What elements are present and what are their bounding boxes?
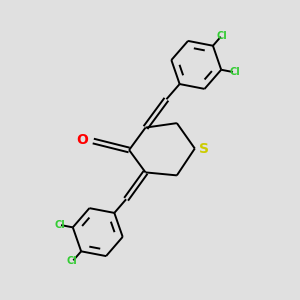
Text: Cl: Cl: [216, 31, 227, 40]
Text: Cl: Cl: [229, 67, 240, 77]
Text: Cl: Cl: [54, 220, 65, 230]
Text: Cl: Cl: [67, 256, 78, 266]
Text: S: S: [199, 142, 209, 155]
Text: O: O: [76, 134, 88, 147]
